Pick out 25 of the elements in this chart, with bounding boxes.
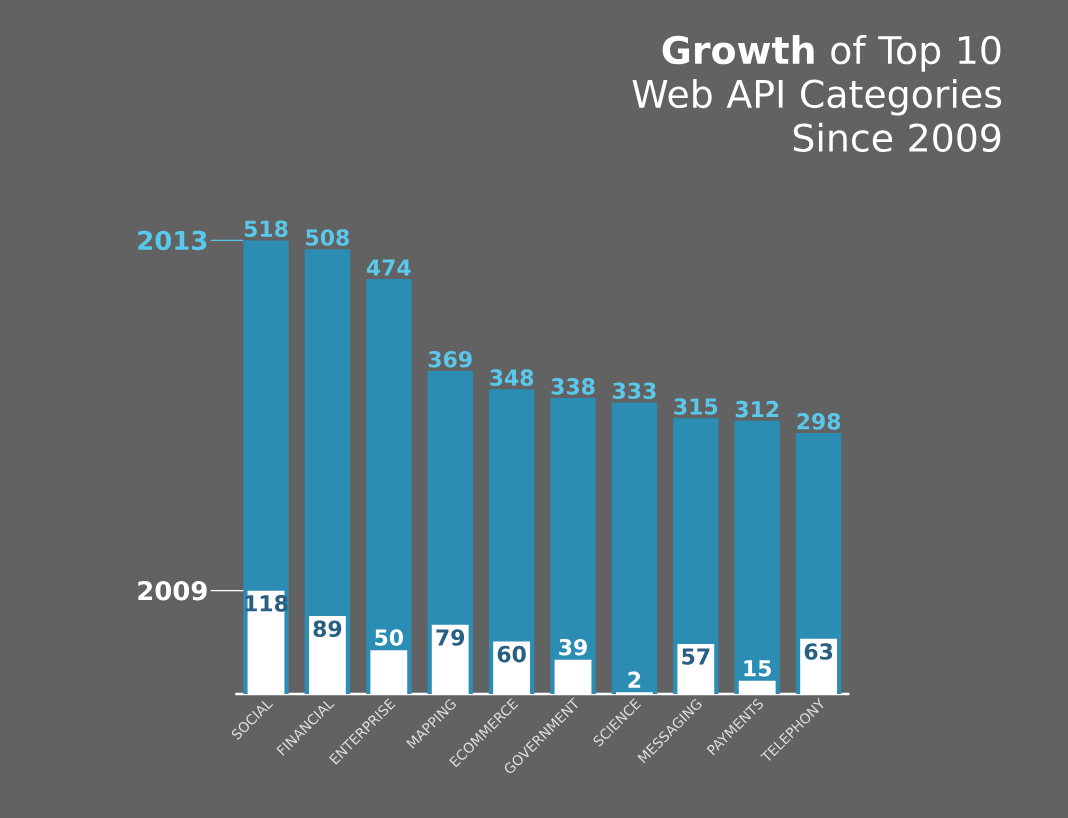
data-label: 89 bbox=[313, 620, 342, 638]
legend-label: 2009 bbox=[138, 580, 207, 601]
bar bbox=[366, 278, 412, 694]
data-label: 315 bbox=[674, 398, 718, 415]
data-label: 312 bbox=[735, 400, 779, 418]
data-label: 15 bbox=[744, 660, 771, 677]
data-label: 338 bbox=[551, 378, 595, 395]
data-label: 79 bbox=[436, 629, 465, 646]
data-label: 518 bbox=[244, 220, 288, 238]
data-label: 474 bbox=[366, 259, 411, 276]
data-label: 298 bbox=[797, 413, 841, 430]
chart-title: Growth of Top 10 Web API Categories Since 2009 bbox=[632, 35, 1002, 153]
data-label: 57 bbox=[682, 648, 710, 665]
data-label: 63 bbox=[804, 643, 833, 660]
data-label: 369 bbox=[428, 350, 472, 368]
data-label: 333 bbox=[613, 382, 656, 400]
data-label: 50 bbox=[375, 629, 404, 646]
series-label: 2013 bbox=[138, 230, 207, 251]
data-label: 60 bbox=[497, 645, 526, 663]
bar bbox=[734, 420, 780, 694]
data-label: 348 bbox=[490, 369, 534, 386]
data-label: 2 bbox=[628, 671, 641, 688]
data-label: 39 bbox=[559, 638, 587, 656]
bar bbox=[611, 402, 658, 694]
data-label: 508 bbox=[306, 229, 349, 246]
